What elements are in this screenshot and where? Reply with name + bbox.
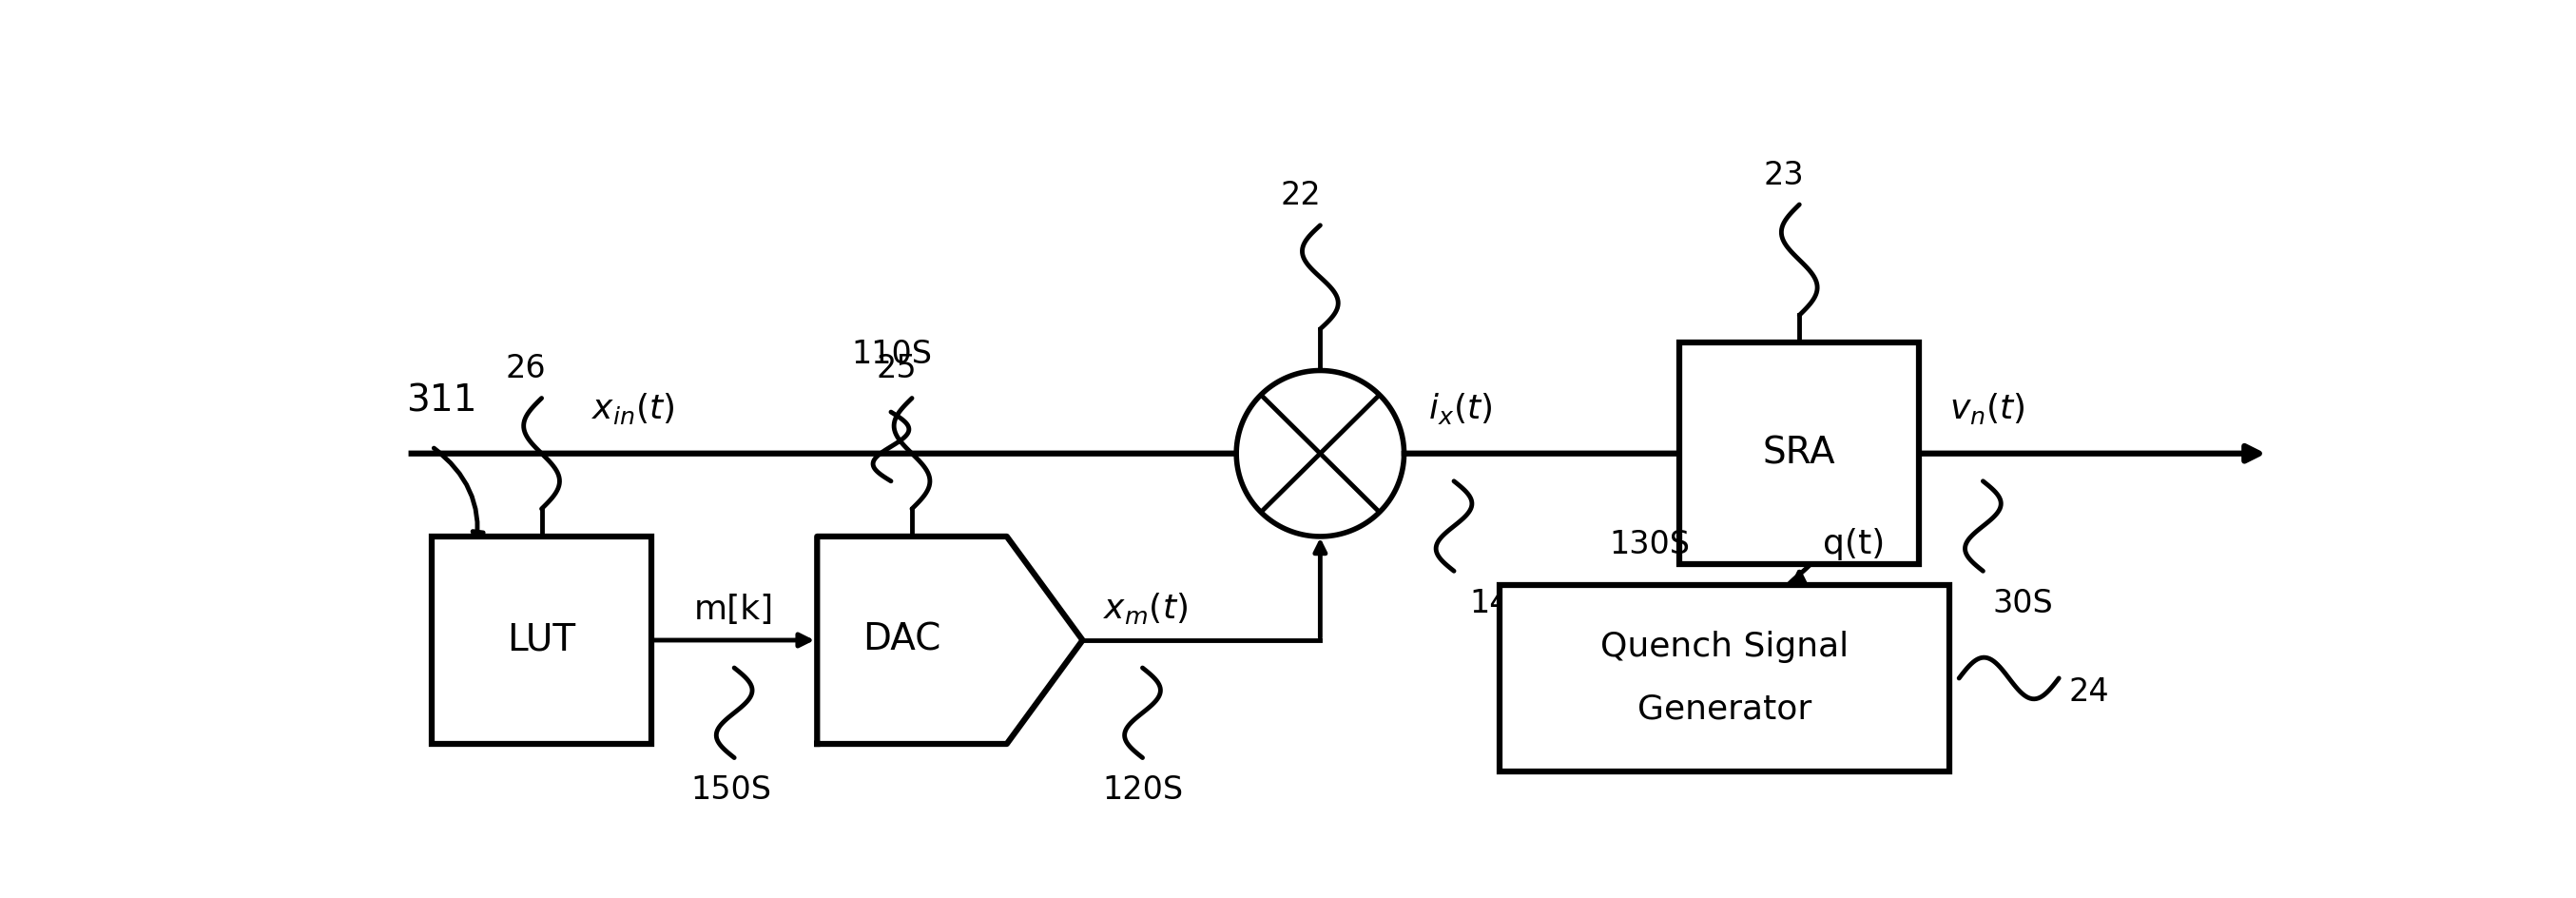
- Text: 120S: 120S: [1103, 775, 1182, 806]
- Text: q(t): q(t): [1824, 528, 1886, 560]
- Text: SRA: SRA: [1762, 436, 1837, 471]
- Text: 23: 23: [1765, 159, 1803, 190]
- Text: LUT: LUT: [507, 622, 577, 658]
- Text: 24: 24: [2069, 676, 2110, 708]
- Text: 140S: 140S: [1471, 588, 1551, 620]
- Text: $i_x(t)$: $i_x(t)$: [1427, 391, 1492, 426]
- Text: DAC: DAC: [863, 622, 940, 658]
- Text: 311: 311: [407, 383, 477, 418]
- Bar: [1499, 585, 1950, 771]
- Text: 30S: 30S: [1994, 588, 2053, 620]
- Text: 110S: 110S: [850, 339, 933, 371]
- Text: m[k]: m[k]: [693, 594, 775, 627]
- Polygon shape: [1236, 371, 1404, 536]
- Text: $v_n(t)$: $v_n(t)$: [1950, 391, 2025, 426]
- Text: 130S: 130S: [1610, 529, 1690, 560]
- Text: $x_{in}(t)$: $x_{in}(t)$: [592, 391, 675, 426]
- Text: Quench Signal: Quench Signal: [1600, 631, 1850, 664]
- Text: $x_m(t)$: $x_m(t)$: [1103, 591, 1188, 627]
- Text: 150S: 150S: [690, 775, 770, 806]
- Polygon shape: [817, 536, 1082, 744]
- Bar: [1680, 343, 1919, 564]
- Bar: [433, 536, 652, 744]
- Text: 25: 25: [876, 353, 917, 384]
- Text: Generator: Generator: [1638, 693, 1811, 726]
- Text: 22: 22: [1280, 180, 1321, 211]
- Text: 26: 26: [505, 353, 546, 384]
